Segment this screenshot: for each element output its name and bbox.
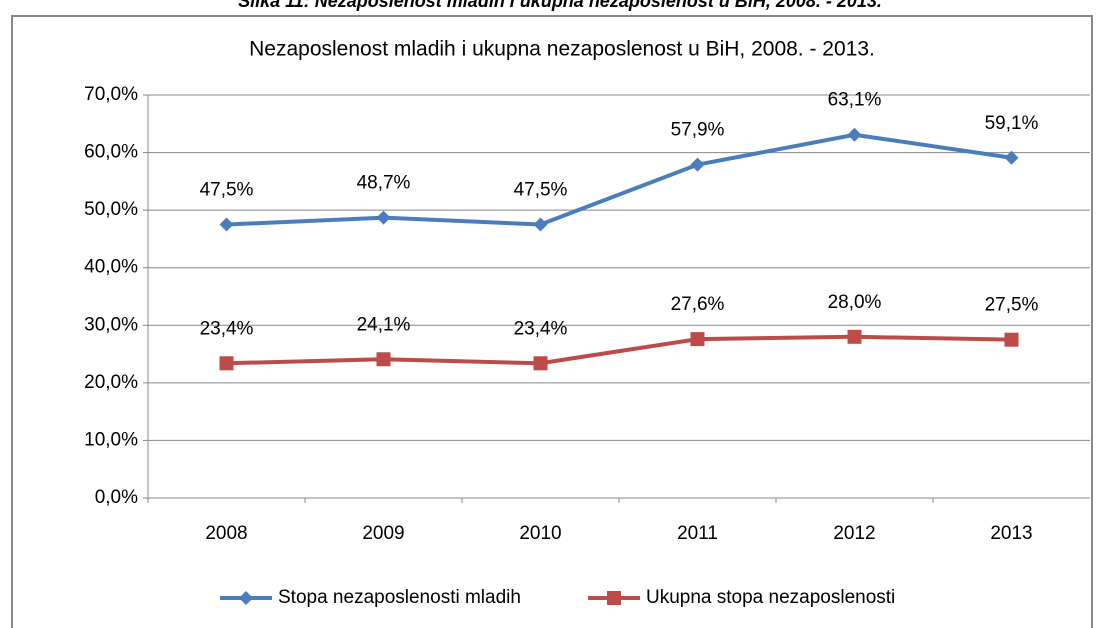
x-tick-label: 2011 bbox=[677, 523, 718, 544]
marker bbox=[219, 356, 234, 371]
marker bbox=[847, 127, 862, 142]
marker bbox=[376, 352, 391, 367]
y-tick-label: 60,0% bbox=[84, 142, 138, 163]
data-label: 59,1% bbox=[985, 113, 1039, 134]
x-tick-label: 2013 bbox=[990, 523, 1032, 544]
data-label: 63,1% bbox=[828, 90, 882, 111]
caption: Slika 11: Nezaposlenost mladih i ukupna … bbox=[238, 0, 882, 11]
marker bbox=[533, 356, 548, 371]
data-label: 23,4% bbox=[200, 318, 254, 339]
data-label: 27,5% bbox=[985, 295, 1039, 316]
x-tick-label: 2012 bbox=[833, 523, 875, 544]
marker bbox=[607, 591, 621, 605]
data-label: 48,7% bbox=[357, 173, 411, 194]
y-tick-label: 50,0% bbox=[84, 199, 138, 220]
marker bbox=[533, 217, 548, 232]
y-tick-label: 40,0% bbox=[84, 257, 138, 278]
marker bbox=[690, 157, 705, 172]
marker bbox=[847, 329, 862, 344]
marker bbox=[1004, 332, 1019, 347]
marker bbox=[219, 217, 234, 232]
y-tick-label: 0,0% bbox=[95, 487, 138, 508]
data-label: 47,5% bbox=[514, 180, 568, 201]
data-label: 24,1% bbox=[357, 314, 411, 335]
data-label: 28,0% bbox=[828, 292, 882, 313]
chart-border bbox=[11, 15, 1093, 628]
legend-label: Stopa nezaposlenosti mladih bbox=[278, 587, 521, 608]
marker bbox=[1004, 150, 1019, 165]
legend-label: Ukupna stopa nezaposlenosti bbox=[646, 587, 895, 608]
marker bbox=[239, 591, 253, 605]
data-label: 57,9% bbox=[671, 120, 725, 141]
y-tick-label: 70,0% bbox=[84, 84, 138, 105]
series-line bbox=[226, 334, 1012, 366]
series-line bbox=[226, 132, 1012, 227]
marker bbox=[376, 210, 391, 225]
data-label: 23,4% bbox=[514, 318, 568, 339]
y-tick-label: 20,0% bbox=[84, 372, 138, 393]
marker bbox=[690, 332, 705, 347]
y-tick-label: 10,0% bbox=[84, 429, 138, 450]
chart-title: Nezaposlenost mladih i ukupna nezaposlen… bbox=[249, 38, 875, 61]
data-label: 47,5% bbox=[200, 180, 254, 201]
x-tick-label: 2010 bbox=[519, 523, 561, 544]
data-label: 27,6% bbox=[671, 294, 725, 315]
y-tick-label: 30,0% bbox=[84, 314, 138, 335]
x-tick-label: 2009 bbox=[362, 523, 404, 544]
x-tick-label: 2008 bbox=[205, 523, 247, 544]
